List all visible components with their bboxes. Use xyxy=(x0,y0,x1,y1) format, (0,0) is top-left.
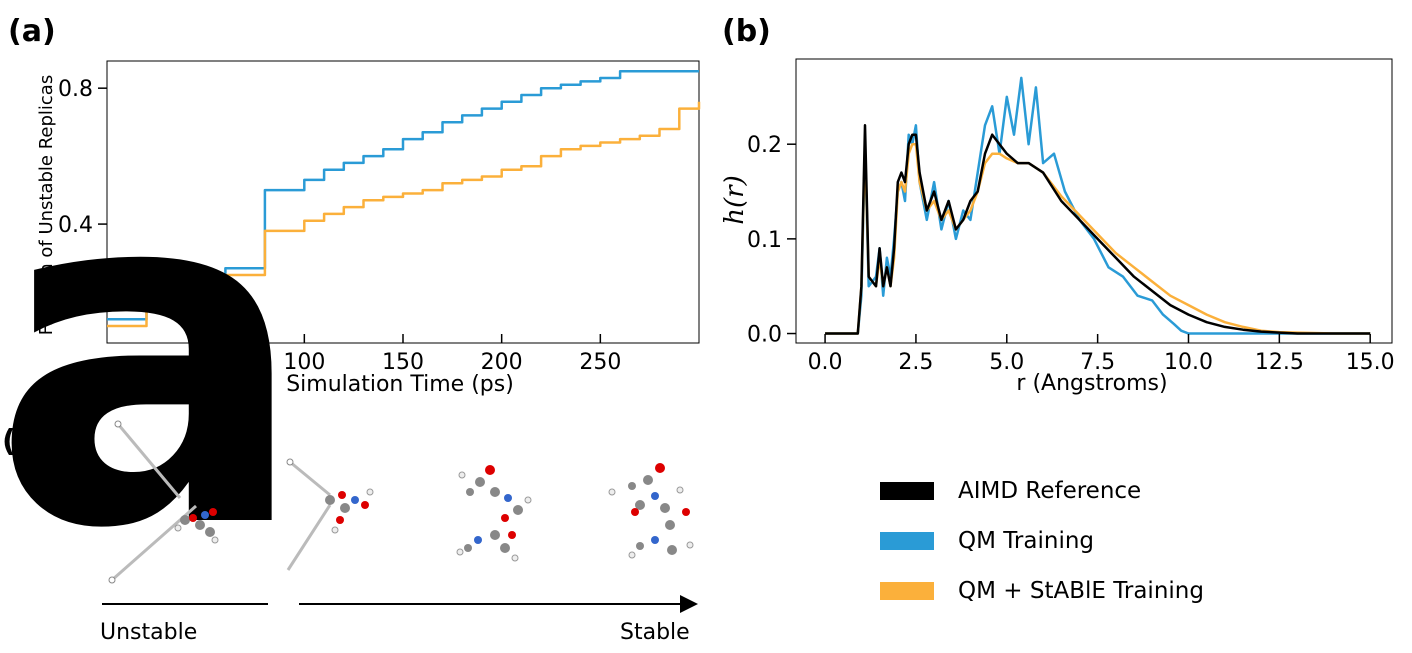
panel-b-ytick-label: 0.2 xyxy=(747,133,782,158)
legend: AIMD Reference QM Training QM + StABlE T… xyxy=(880,466,1204,616)
molecule-1 xyxy=(108,420,219,584)
legend-label-qm: QM Training xyxy=(958,528,1095,554)
legend-swatch-aimd xyxy=(880,482,934,500)
panel-a-xtick-label: 250 xyxy=(579,350,621,375)
panel-a-ticks: 100 150 200 250 0.4 0.8 xyxy=(58,77,621,375)
panel-b-xtick-label: 5.0 xyxy=(989,350,1024,375)
panel-a-ylabel: Fraction of Unstable Replicas xyxy=(36,75,57,335)
panel-a-xtick-label: 100 xyxy=(283,350,325,375)
panel-label-b: (b) xyxy=(722,14,771,49)
legend-label-stable: QM + StABlE Training xyxy=(958,578,1204,604)
overlay-glyph: a xyxy=(0,84,309,631)
panel-b-ytick-label: 0.0 xyxy=(747,323,782,348)
panel-b-chart: 0.0 2.5 5.0 7.5 10.0 12.5 15.0 0.0 0.1 0.2 r (Ang… xyxy=(720,58,1395,396)
panel-a-ytick-label: 0.4 xyxy=(58,213,93,238)
panel-b-ticks: 0.0 2.5 5.0 7.5 10.0 12.5 15.0 0.0 0.1 0.2 xyxy=(747,133,1395,375)
legend-label-aimd: AIMD Reference xyxy=(958,478,1142,504)
molecule-3 xyxy=(456,465,532,562)
panel-b-xtick-label: 15.0 xyxy=(1346,350,1395,375)
panel-a-xtick-label: 150 xyxy=(382,350,424,375)
panel-b-xtick-label: 2.5 xyxy=(898,350,933,375)
panel-a-series-qm-stable-training xyxy=(107,101,701,328)
legend-item-qm: QM Training xyxy=(880,516,1204,566)
unstable-label: Unstable xyxy=(100,620,198,645)
panel-b-ylabel: h(r) xyxy=(720,175,750,224)
panel-b-series-qm-training xyxy=(825,76,1371,335)
panel-b-xtick-label: 0.0 xyxy=(808,350,843,375)
legend-item-aimd: AIMD Reference xyxy=(880,466,1204,516)
molecule-2 xyxy=(286,458,374,571)
panel-b-xtick-label: 10.0 xyxy=(1164,350,1213,375)
molecule-strip xyxy=(102,420,698,613)
panel-a-xtick-label: 200 xyxy=(481,350,523,375)
panel-b-xlabel: r (Angstroms) xyxy=(1016,371,1167,396)
panel-b-xtick-label: 7.5 xyxy=(1080,350,1115,375)
panel-label-c: (c) xyxy=(2,424,48,459)
stable-label: Stable xyxy=(620,620,690,645)
panel-a-xlabel: Simulation Time (ps) xyxy=(286,372,514,397)
legend-item-stable: QM + StABlE Training xyxy=(880,566,1204,616)
panel-b-xtick-label: 12.5 xyxy=(1255,350,1304,375)
panel-a-ytick-label: 0.8 xyxy=(58,77,93,102)
legend-swatch-qm xyxy=(880,532,934,550)
legend-swatch-stable xyxy=(880,582,934,600)
panel-b-ytick-label: 0.1 xyxy=(747,228,782,253)
molecule-4 xyxy=(608,463,694,559)
panel-label-a: (a) xyxy=(8,14,56,49)
arrow-head-icon xyxy=(680,595,698,613)
panel-b-frame xyxy=(795,58,1393,344)
panel-a-series xyxy=(107,69,701,328)
panel-b-series-aimd-reference xyxy=(825,124,1371,335)
panel-b-series xyxy=(825,76,1371,335)
